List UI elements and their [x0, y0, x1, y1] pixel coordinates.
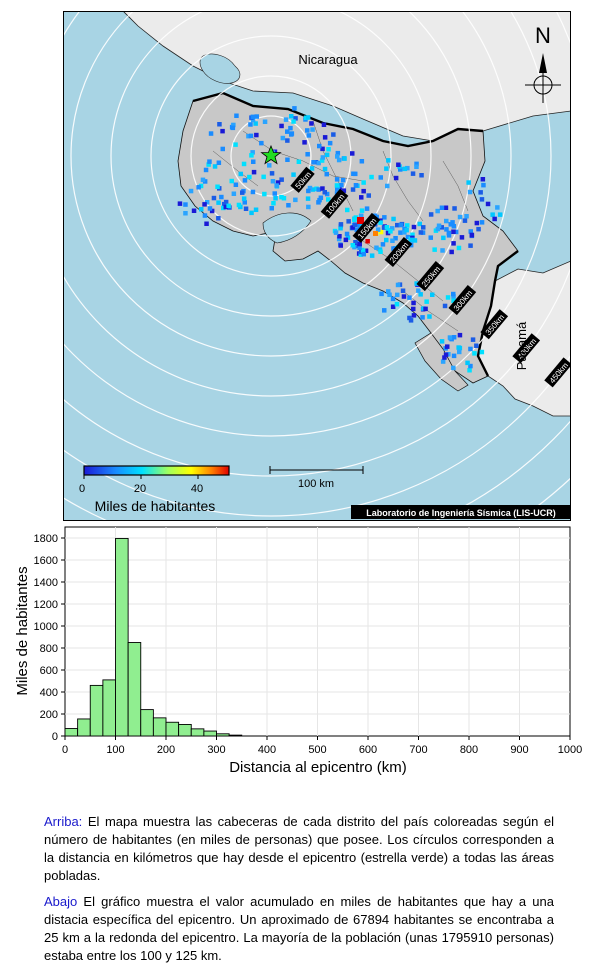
y-tick-label: 200 [40, 709, 58, 721]
histogram-bar [89, 684, 104, 737]
histogram-bar [127, 642, 142, 737]
histogram-bar [64, 728, 79, 737]
y-axis-ticks: 0 200 400 600 800 1000 1200 1400 1600 1800 [34, 533, 65, 743]
y-tick-label: 0 [52, 731, 58, 743]
border-line [192, 91, 519, 377]
colorbar-tick-0: 0 [79, 483, 85, 495]
colorbar-tick-20: 20 [134, 483, 146, 495]
x-tick-label: 200 [157, 744, 175, 756]
credit-text: Laboratorio de Ingeniería Sísmica (LIS-U… [366, 508, 556, 518]
y-tick-label: 600 [40, 665, 58, 677]
label-nicaragua: Nicaragua [298, 52, 358, 67]
north-label: N [535, 23, 551, 48]
plot-gridlines [65, 527, 570, 736]
y-tick-label: 1800 [34, 533, 58, 545]
district-squares [177, 106, 503, 373]
caption-top-text: El mapa muestra las cabeceras de cada di… [44, 814, 554, 883]
histogram-bar [140, 709, 154, 737]
histogram-bars [64, 537, 243, 737]
histogram-bar [102, 679, 116, 737]
x-tick-label: 700 [409, 744, 427, 756]
distance-rings [63, 11, 571, 521]
population-histogram: 0 100 200 300 400 500 600 700 800 900 1000 0 200 400… [14, 526, 582, 776]
y-tick-label: 1400 [34, 577, 58, 589]
y-tick-label: 1600 [34, 555, 58, 567]
y-tick-label: 1000 [34, 621, 58, 633]
caption-bottom-text: El gráfico muestra el valor acumulado en… [44, 894, 554, 963]
north-arrow-icon: N [525, 23, 561, 103]
histogram-bar [228, 734, 243, 737]
colorbar-title: Miles de habitantes [95, 498, 216, 514]
caption-top-lead: Arriba: [44, 814, 83, 829]
y-tick-label: 800 [40, 643, 58, 655]
x-tick-label: 400 [258, 744, 276, 756]
histogram-bar [216, 733, 230, 737]
caption-top: Arriba: El mapa muestra las cabeceras de… [44, 813, 554, 885]
seismic-map: 50km100km150km200km250km300km350km400km4… [63, 11, 571, 521]
x-tick-label: 600 [359, 744, 377, 756]
credit-box: Laboratorio de Ingeniería Sísmica (LIS-U… [351, 505, 571, 519]
x-tick-label: 800 [460, 744, 478, 756]
scale-bar: 100 km [269, 466, 364, 490]
x-axis-ticks: 0 100 200 300 400 500 600 700 800 900 1000 [62, 736, 582, 756]
y-tick-label: 1200 [34, 599, 58, 611]
histogram-bar [77, 718, 91, 737]
caption-bottom: Abajo El gráfico muestra el valor acumul… [44, 893, 554, 965]
y-tick-label: 400 [40, 687, 58, 699]
x-tick-label: 100 [106, 744, 124, 756]
x-tick-label: 300 [207, 744, 225, 756]
caption-bottom-lead: Abajo [44, 894, 78, 909]
colorbar-tick-40: 40 [191, 483, 203, 495]
label-panama: Panamá [514, 321, 529, 370]
histogram-bar [152, 717, 167, 737]
x-tick-label: 1000 [558, 744, 582, 756]
x-tick-label: 900 [510, 744, 528, 756]
scale-bar-label: 100 km [298, 478, 334, 490]
histogram-bar [178, 723, 192, 737]
nicaragua-land [122, 11, 571, 142]
x-tick-label: 500 [308, 744, 326, 756]
lake-nicaragua [199, 53, 241, 84]
y-axis-label: Miles de habitantes [14, 566, 31, 695]
histogram-bar [190, 728, 205, 737]
colorbar: 0 20 40 Miles de habitantes [79, 465, 230, 514]
x-tick-label: 0 [62, 744, 68, 756]
histogram-bar [165, 721, 180, 737]
x-axis-label: Distancia al epicentro (km) [229, 759, 407, 776]
epicenter-star [260, 144, 282, 165]
map-frame [63, 11, 571, 521]
histogram-bar [203, 730, 217, 737]
histogram-bar [115, 537, 129, 737]
